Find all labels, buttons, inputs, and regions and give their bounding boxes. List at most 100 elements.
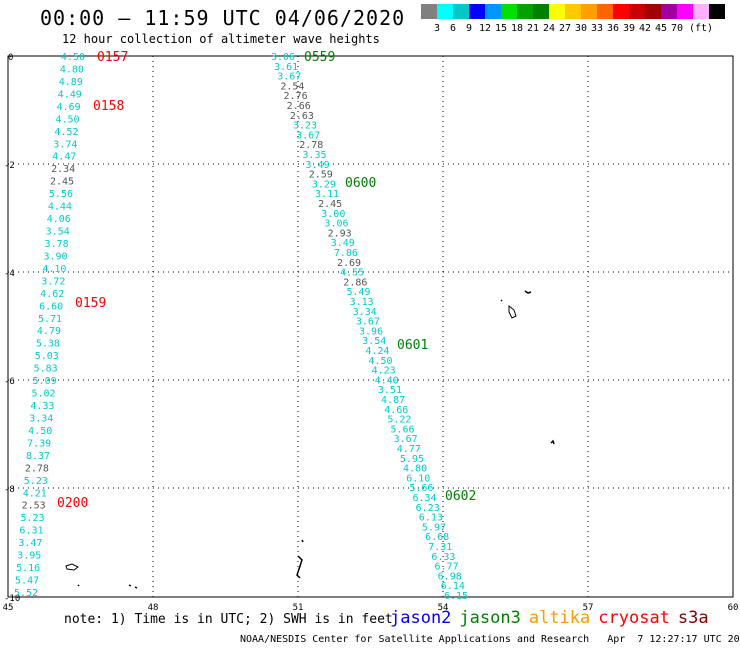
swh-value-label: 3.54 <box>46 227 70 238</box>
swh-value-label: 4.40 <box>375 375 399 386</box>
swh-value-label: 3.74 <box>53 139 77 150</box>
swh-value-label: 4.50 <box>368 356 392 367</box>
time-label: 0200 <box>57 496 88 511</box>
swh-value-label: 4.89 <box>59 77 83 88</box>
swh-value-label: 4.77 <box>397 444 421 455</box>
swh-value-label: 5.95 <box>400 454 424 465</box>
swh-value-label: 4.44 <box>48 202 72 213</box>
swh-value-label: 3.51 <box>378 385 402 396</box>
y-tick-label: -8 <box>4 485 15 495</box>
swh-value-label: 6.31 <box>19 526 43 537</box>
legend-item-jason3: jason3 <box>459 608 521 628</box>
y-tick-label: -10 <box>4 594 20 604</box>
swh-value-label: 6.60 <box>39 301 63 312</box>
swh-value-label: 5.56 <box>49 189 73 200</box>
swh-value-label: 4.47 <box>52 152 76 163</box>
swh-value-label: 2.69 <box>337 258 361 269</box>
swh-value-label: 3.11 <box>315 189 339 200</box>
page-title: 00:00 – 11:59 UTC 04/06/2020 <box>40 6 406 30</box>
scale-swatch <box>453 4 469 19</box>
scale-swatch <box>565 4 581 19</box>
legend-item-jason2: jason2 <box>390 608 452 628</box>
swh-value-label: 6.10 <box>406 473 430 484</box>
swh-value-label: 4.21 <box>23 488 47 499</box>
swh-value-label: 2.63 <box>290 111 314 122</box>
swh-value-label: 6.34 <box>412 493 436 504</box>
y-tick-label: -6 <box>4 377 15 387</box>
swh-value-label: 7.31 <box>428 542 452 553</box>
scale-swatch <box>661 4 677 19</box>
swh-value-label: 6.15 <box>444 591 468 602</box>
time-label: 0600 <box>345 176 376 191</box>
swh-value-label: 3.96 <box>359 326 383 337</box>
swh-value-label: 2.45 <box>50 177 74 188</box>
swh-value-label: 6.98 <box>438 571 462 582</box>
swh-value-label: 4.52 <box>54 127 78 138</box>
swh-value-label: 4.80 <box>403 464 427 475</box>
scale-swatch <box>597 4 613 19</box>
swh-value-label: 3.06 <box>271 52 295 63</box>
swh-value-label: 5.47 <box>15 576 39 587</box>
swh-value-label: 6.23 <box>416 503 440 514</box>
swh-value-label: 2.93 <box>328 228 352 239</box>
scale-label: 24 <box>542 23 556 34</box>
scale-swatch <box>421 4 437 19</box>
page-subtitle: 12 hour collection of altimeter wave hei… <box>62 32 380 46</box>
scale-label: 70 <box>670 23 684 34</box>
scale-swatch <box>533 4 549 19</box>
swh-value-label: 3.78 <box>45 239 69 250</box>
swh-value-label: 4.49 <box>58 89 82 100</box>
swh-value-label: 3.72 <box>41 276 65 287</box>
legend-item-s3a: s3a <box>677 608 709 628</box>
legend-item-altika: altika <box>528 608 591 628</box>
scale-swatch <box>549 4 565 19</box>
swh-value-label: 3.29 <box>312 179 336 190</box>
swh-value-label: 7.86 <box>334 248 358 259</box>
scale-label: 45 <box>654 23 668 34</box>
scale-swatch <box>677 4 693 19</box>
swh-value-label: 5.38 <box>36 339 60 350</box>
scale-label: 12 <box>478 23 492 34</box>
swh-value-label: 2.78 <box>25 463 49 474</box>
swh-value-label: 4.50 <box>28 426 52 437</box>
swh-value-label: 5.16 <box>16 563 40 574</box>
y-tick-label: -4 <box>4 269 15 279</box>
swh-value-label: 3.00 <box>321 209 345 220</box>
credit-footer: NOAA/NESDIS Center for Satellite Applica… <box>240 634 740 645</box>
x-tick-label: 45 <box>3 603 14 613</box>
time-label: 0601 <box>397 338 428 353</box>
scale-label: 27 <box>558 23 572 34</box>
x-tick-label: 60 <box>728 603 739 613</box>
swh-value-label: 2.76 <box>284 91 308 102</box>
scale-label: 18 <box>510 23 524 34</box>
time-label: 0159 <box>75 296 106 311</box>
scale-label: 36 <box>606 23 620 34</box>
scale-label: 6 <box>449 23 457 34</box>
time-label: 0602 <box>445 489 476 504</box>
island-outline <box>508 304 517 319</box>
swh-value-label: 2.54 <box>280 81 304 92</box>
scale-swatch <box>469 4 485 19</box>
x-tick-label: 54 <box>438 603 449 613</box>
scale-label: 9 <box>465 23 473 34</box>
scale-swatch <box>645 4 661 19</box>
swh-value-label: 3.67 <box>394 434 418 445</box>
swh-value-label: 5.66 <box>409 483 433 494</box>
swh-value-label: 4.62 <box>40 289 64 300</box>
swh-value-label: 6.77 <box>435 562 459 573</box>
island-outline <box>296 539 304 579</box>
swh-value-label: 4.66 <box>384 405 408 416</box>
x-tick-label: 51 <box>293 603 304 613</box>
island-outline <box>550 439 555 445</box>
swh-value-label: 3.95 <box>17 551 41 562</box>
scale-swatch <box>629 4 645 19</box>
swh-value-label: 3.23 <box>293 121 317 132</box>
swh-value-label: 3.67 <box>277 72 301 83</box>
swh-value-label: 5.52 <box>14 588 38 599</box>
swh-value-label: 4.69 <box>57 102 81 113</box>
swh-value-label: 5.22 <box>387 415 411 426</box>
scale-swatch <box>709 4 725 19</box>
swh-value-label: 2.53 <box>22 501 46 512</box>
swh-value-label: 4.55 <box>340 268 364 279</box>
map-frame <box>7 55 734 598</box>
